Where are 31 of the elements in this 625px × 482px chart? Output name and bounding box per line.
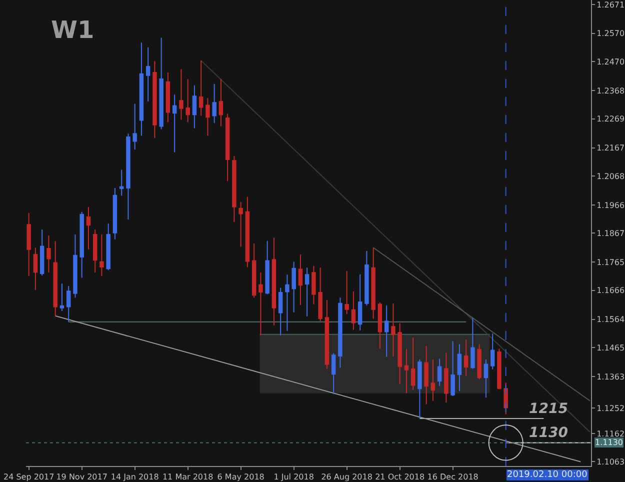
- y-tick-label: 1.1666: [596, 286, 625, 296]
- y-tick-label: 1.1252: [596, 404, 625, 413]
- annotation: 1130: [529, 425, 568, 441]
- annotation: W1: [51, 16, 94, 44]
- y-tick-label: 1.1564: [596, 315, 625, 324]
- x-tick-label: 21 Oct 2018: [375, 472, 425, 482]
- x-tick-label: 24 Sep 2017: [3, 472, 54, 482]
- x-tick-label: 6 May 2018: [217, 472, 264, 482]
- x-tick-label: 11 Mar 2018: [162, 472, 214, 482]
- y-tick-label: 1.2269: [596, 114, 625, 124]
- x-tick-label: 14 Jan 2018: [110, 472, 159, 482]
- y-tick-label: 1.2671: [596, 0, 625, 10]
- y-tick-label: 1.1162: [596, 429, 625, 438]
- ref-line-label: 1.1130: [595, 438, 623, 447]
- y-tick-label: 1.1063: [596, 458, 625, 467]
- y-tick-label: 1.2570: [596, 29, 625, 38]
- y-tick-label: 1.1867: [596, 228, 625, 238]
- ref-line-label: 2019.02.10 00:00: [507, 470, 588, 480]
- x-tick-label: 1 Jul 2018: [274, 472, 314, 482]
- y-tick-label: 1.1465: [596, 343, 625, 352]
- y-tick-label: 1.1966: [596, 200, 625, 210]
- y-tick-label: 1.2470: [596, 58, 625, 66]
- x-tick-label: 26 Aug 2018: [321, 472, 372, 482]
- x-tick-label: 16 Dec 2018: [427, 472, 478, 482]
- y-tick-label: 1.1765: [596, 258, 625, 267]
- x-tick-label: 19 Nov 2017: [56, 472, 108, 482]
- y-tick-label: 1.1363: [596, 372, 625, 382]
- y-tick-label: 1.2368: [596, 86, 625, 96]
- y-tick-label: 1.2167: [596, 144, 625, 153]
- annotation: 1215: [529, 401, 568, 417]
- y-tick-label: 1.2068: [596, 172, 625, 181]
